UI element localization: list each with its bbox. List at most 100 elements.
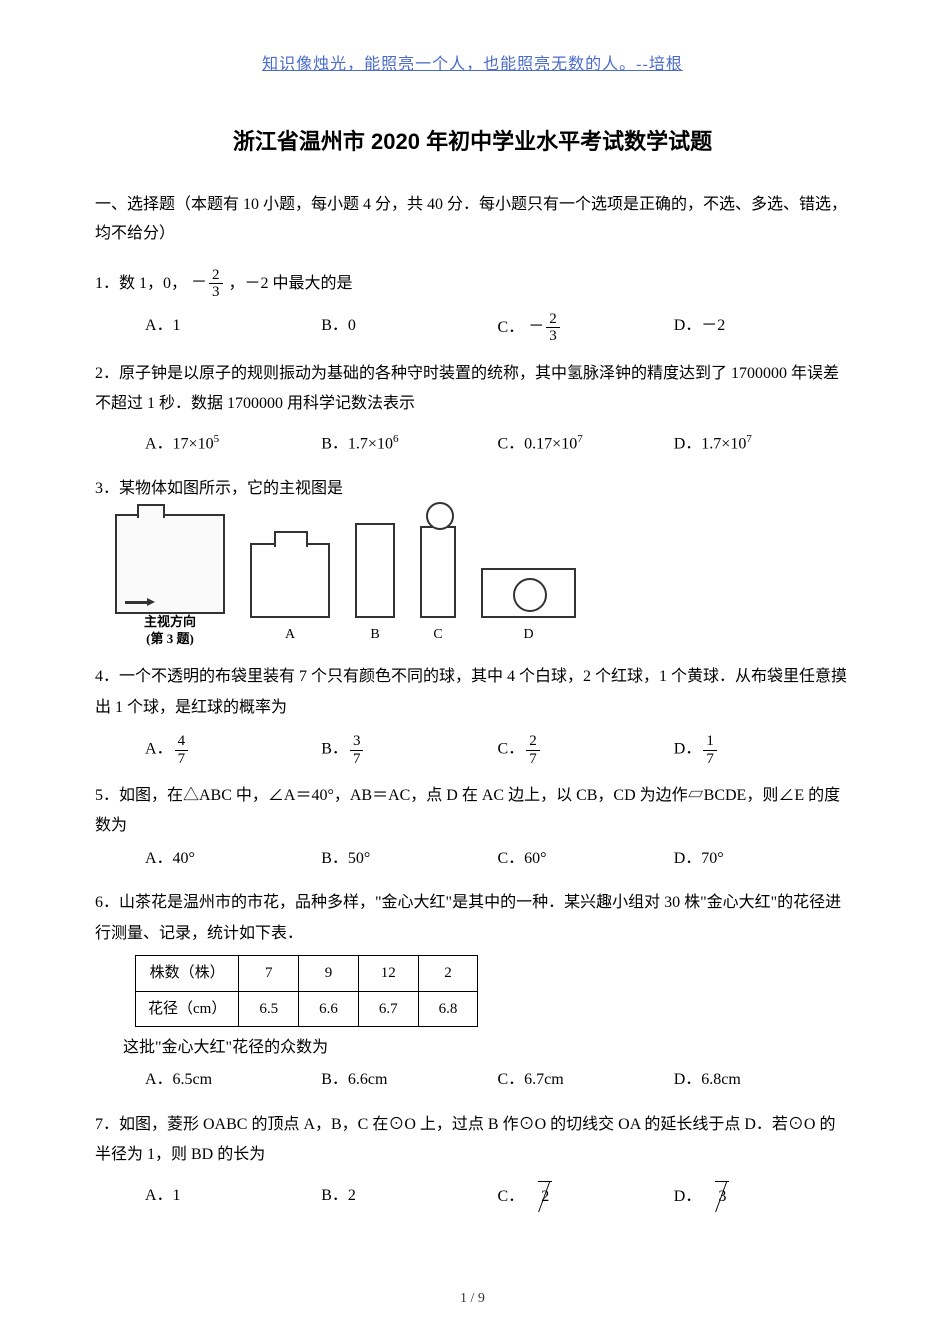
q3-label-a: A: [250, 622, 330, 649]
q3-view-b: B: [355, 523, 395, 649]
cell: 6.6: [299, 991, 359, 1027]
page-footer: 1 / 9: [0, 1291, 945, 1307]
question-6-text2: 这批"金心大红"花径的众数为: [95, 1033, 850, 1063]
q3-view-a: A: [250, 543, 330, 649]
question-7-text: 7．如图，菱形 OABC 的顶点 A，B，C 在⊙O 上，过点 B 作⊙O 的切…: [95, 1110, 850, 1171]
q4b-den: 7: [350, 751, 364, 768]
q6-table: 株数（株） 7 9 12 2 花径（cm） 6.5 6.6 6.7 6.8: [135, 955, 478, 1027]
q7-option-b: B．2: [321, 1181, 497, 1212]
q5-option-d: D．70°: [674, 844, 850, 874]
q4-option-c: C．27: [498, 733, 674, 767]
q7-option-a: A．1: [145, 1181, 321, 1212]
question-5-text: 5．如图，在△ABC 中，∠A＝40°，AB＝AC，点 D 在 AC 边上，以 …: [95, 781, 850, 842]
q3-label-c: C: [420, 622, 456, 649]
cell: 6.5: [239, 991, 299, 1027]
q1-option-b: B．0: [321, 311, 497, 345]
q4-option-a: A．47: [145, 733, 321, 767]
q4b-pre: B．: [321, 741, 348, 758]
q1-option-d: D．－2: [674, 311, 850, 345]
q4a-num: 4: [175, 733, 189, 751]
q2a-base: A．17×10: [145, 436, 214, 453]
q7-option-d: D． 3: [674, 1181, 850, 1212]
header-quote: 知识像烛光，能照亮一个人，也能照亮无数的人。--培根: [95, 50, 850, 74]
q1-optc-frac: －23: [528, 311, 562, 345]
q7c-pre: C．: [498, 1188, 525, 1205]
q7-options: A．1 B．2 C． 2 D． 3: [95, 1181, 850, 1212]
question-1-text: 1．数 1，0， －23 ，－2 中最大的是: [95, 267, 850, 301]
q1-frac-num: 2: [209, 267, 223, 285]
cell: 6.7: [358, 991, 418, 1027]
question-5: 5．如图，在△ABC 中，∠A＝40°，AB＝AC，点 D 在 AC 边上，以 …: [95, 781, 850, 874]
question-2-text: 2．原子钟是以原子的规则振动为基础的各种守时装置的统称，其中氢脉泽钟的精度达到了…: [95, 359, 850, 420]
view-c-icon: [420, 526, 456, 618]
cell: 12: [358, 956, 418, 992]
q3-caption: (第 3 题): [115, 631, 225, 648]
q4b-num: 3: [350, 733, 364, 751]
q2b-sup: 6: [393, 433, 399, 445]
q3-label-b: B: [355, 622, 395, 649]
cell: 株数（株）: [136, 956, 239, 992]
cell: 6.8: [418, 991, 478, 1027]
q4c-pre: C．: [498, 741, 525, 758]
q1-optc-num: 2: [546, 311, 560, 329]
q5-option-b: B．50°: [321, 844, 497, 874]
q2-option-d: D．1.7×107: [674, 429, 850, 460]
q2b-base: B．1.7×10: [321, 436, 393, 453]
q4d-pre: D．: [674, 741, 702, 758]
q3-solid-figure: 主视方向 (第 3 题): [115, 514, 225, 648]
q5-option-c: C．60°: [498, 844, 674, 874]
sqrt-icon: 3: [705, 1181, 729, 1212]
q1-optc-pre: C．: [498, 318, 525, 335]
q2a-sup: 5: [214, 433, 220, 445]
q4-option-b: B．37: [321, 733, 497, 767]
cell: 花径（cm）: [136, 991, 239, 1027]
question-2: 2．原子钟是以原子的规则振动为基础的各种守时装置的统称，其中氢脉泽钟的精度达到了…: [95, 359, 850, 461]
q2-option-c: C．0.17×107: [498, 429, 674, 460]
q4-options: A．47 B．37 C．27 D．17: [95, 733, 850, 767]
q3-view-d: D: [481, 568, 576, 649]
q6-options: A．6.5cm B．6.6cm C．6.7cm D．6.8cm: [95, 1065, 850, 1095]
q7d-pre: D．: [674, 1188, 702, 1205]
q1-post: ，－2 中最大的是: [229, 274, 353, 291]
view-d-icon: [481, 568, 576, 618]
q1-option-c: C． －23: [498, 311, 674, 345]
solid-3d-icon: [115, 514, 225, 614]
q5-option-a: A．40°: [145, 844, 321, 874]
q1-fraction: －23: [191, 267, 225, 301]
q2d-base: D．1.7×10: [674, 436, 747, 453]
cell: 7: [239, 956, 299, 992]
question-3: 3．某物体如图所示，它的主视图是 主视方向 (第 3 题) A B C D: [95, 474, 850, 648]
question-4: 4．一个不透明的布袋里装有 7 个只有颜色不同的球，其中 4 个白球，2 个红球…: [95, 662, 850, 767]
cell: 9: [299, 956, 359, 992]
q7c-val: 2: [538, 1181, 552, 1212]
q3-view-c: C: [420, 526, 456, 649]
question-6-text: 6．山茶花是温州市的市花，品种多样，"金心大红"是其中的一种．某兴趣小组对 30…: [95, 888, 850, 949]
q3-label-d: D: [481, 622, 576, 649]
q6-option-a: A．6.5cm: [145, 1065, 321, 1095]
q3-figures: 主视方向 (第 3 题) A B C D: [115, 514, 850, 648]
arrow-icon: [147, 598, 155, 606]
q2d-sup: 7: [746, 433, 752, 445]
table-row: 花径（cm） 6.5 6.6 6.7 6.8: [136, 991, 478, 1027]
q6-option-c: C．6.7cm: [498, 1065, 674, 1095]
question-3-text: 3．某物体如图所示，它的主视图是: [95, 474, 850, 504]
q4d-den: 7: [703, 751, 717, 768]
q1-frac-den: 3: [209, 284, 223, 301]
q7-option-c: C． 2: [498, 1181, 674, 1212]
q7d-val: 3: [715, 1181, 729, 1212]
q2c-sup: 7: [577, 433, 583, 445]
view-a-icon: [250, 543, 330, 618]
sqrt-icon: 2: [528, 1181, 552, 1212]
cell: 2: [418, 956, 478, 992]
question-6: 6．山茶花是温州市的市花，品种多样，"金心大红"是其中的一种．某兴趣小组对 30…: [95, 888, 850, 1096]
q2-option-a: A．17×105: [145, 429, 321, 460]
question-7: 7．如图，菱形 OABC 的顶点 A，B，C 在⊙O 上，过点 B 作⊙O 的切…: [95, 1110, 850, 1212]
q2c-base: C．0.17×10: [498, 436, 578, 453]
question-1: 1．数 1，0， －23 ，－2 中最大的是 A．1 B．0 C． －23 D．…: [95, 267, 850, 345]
q5-options: A．40° B．50° C．60° D．70°: [95, 844, 850, 874]
section-1-header: 一、选择题（本题有 10 小题，每小题 4 分，共 40 分．每小题只有一个选项…: [95, 191, 850, 249]
q2-options: A．17×105 B．1.7×106 C．0.17×107 D．1.7×107: [95, 429, 850, 460]
exam-title: 浙江省温州市 2020 年初中学业水平考试数学试题: [95, 124, 850, 156]
q1-pre: 1．数 1，0，: [95, 274, 187, 291]
view-b-icon: [355, 523, 395, 618]
